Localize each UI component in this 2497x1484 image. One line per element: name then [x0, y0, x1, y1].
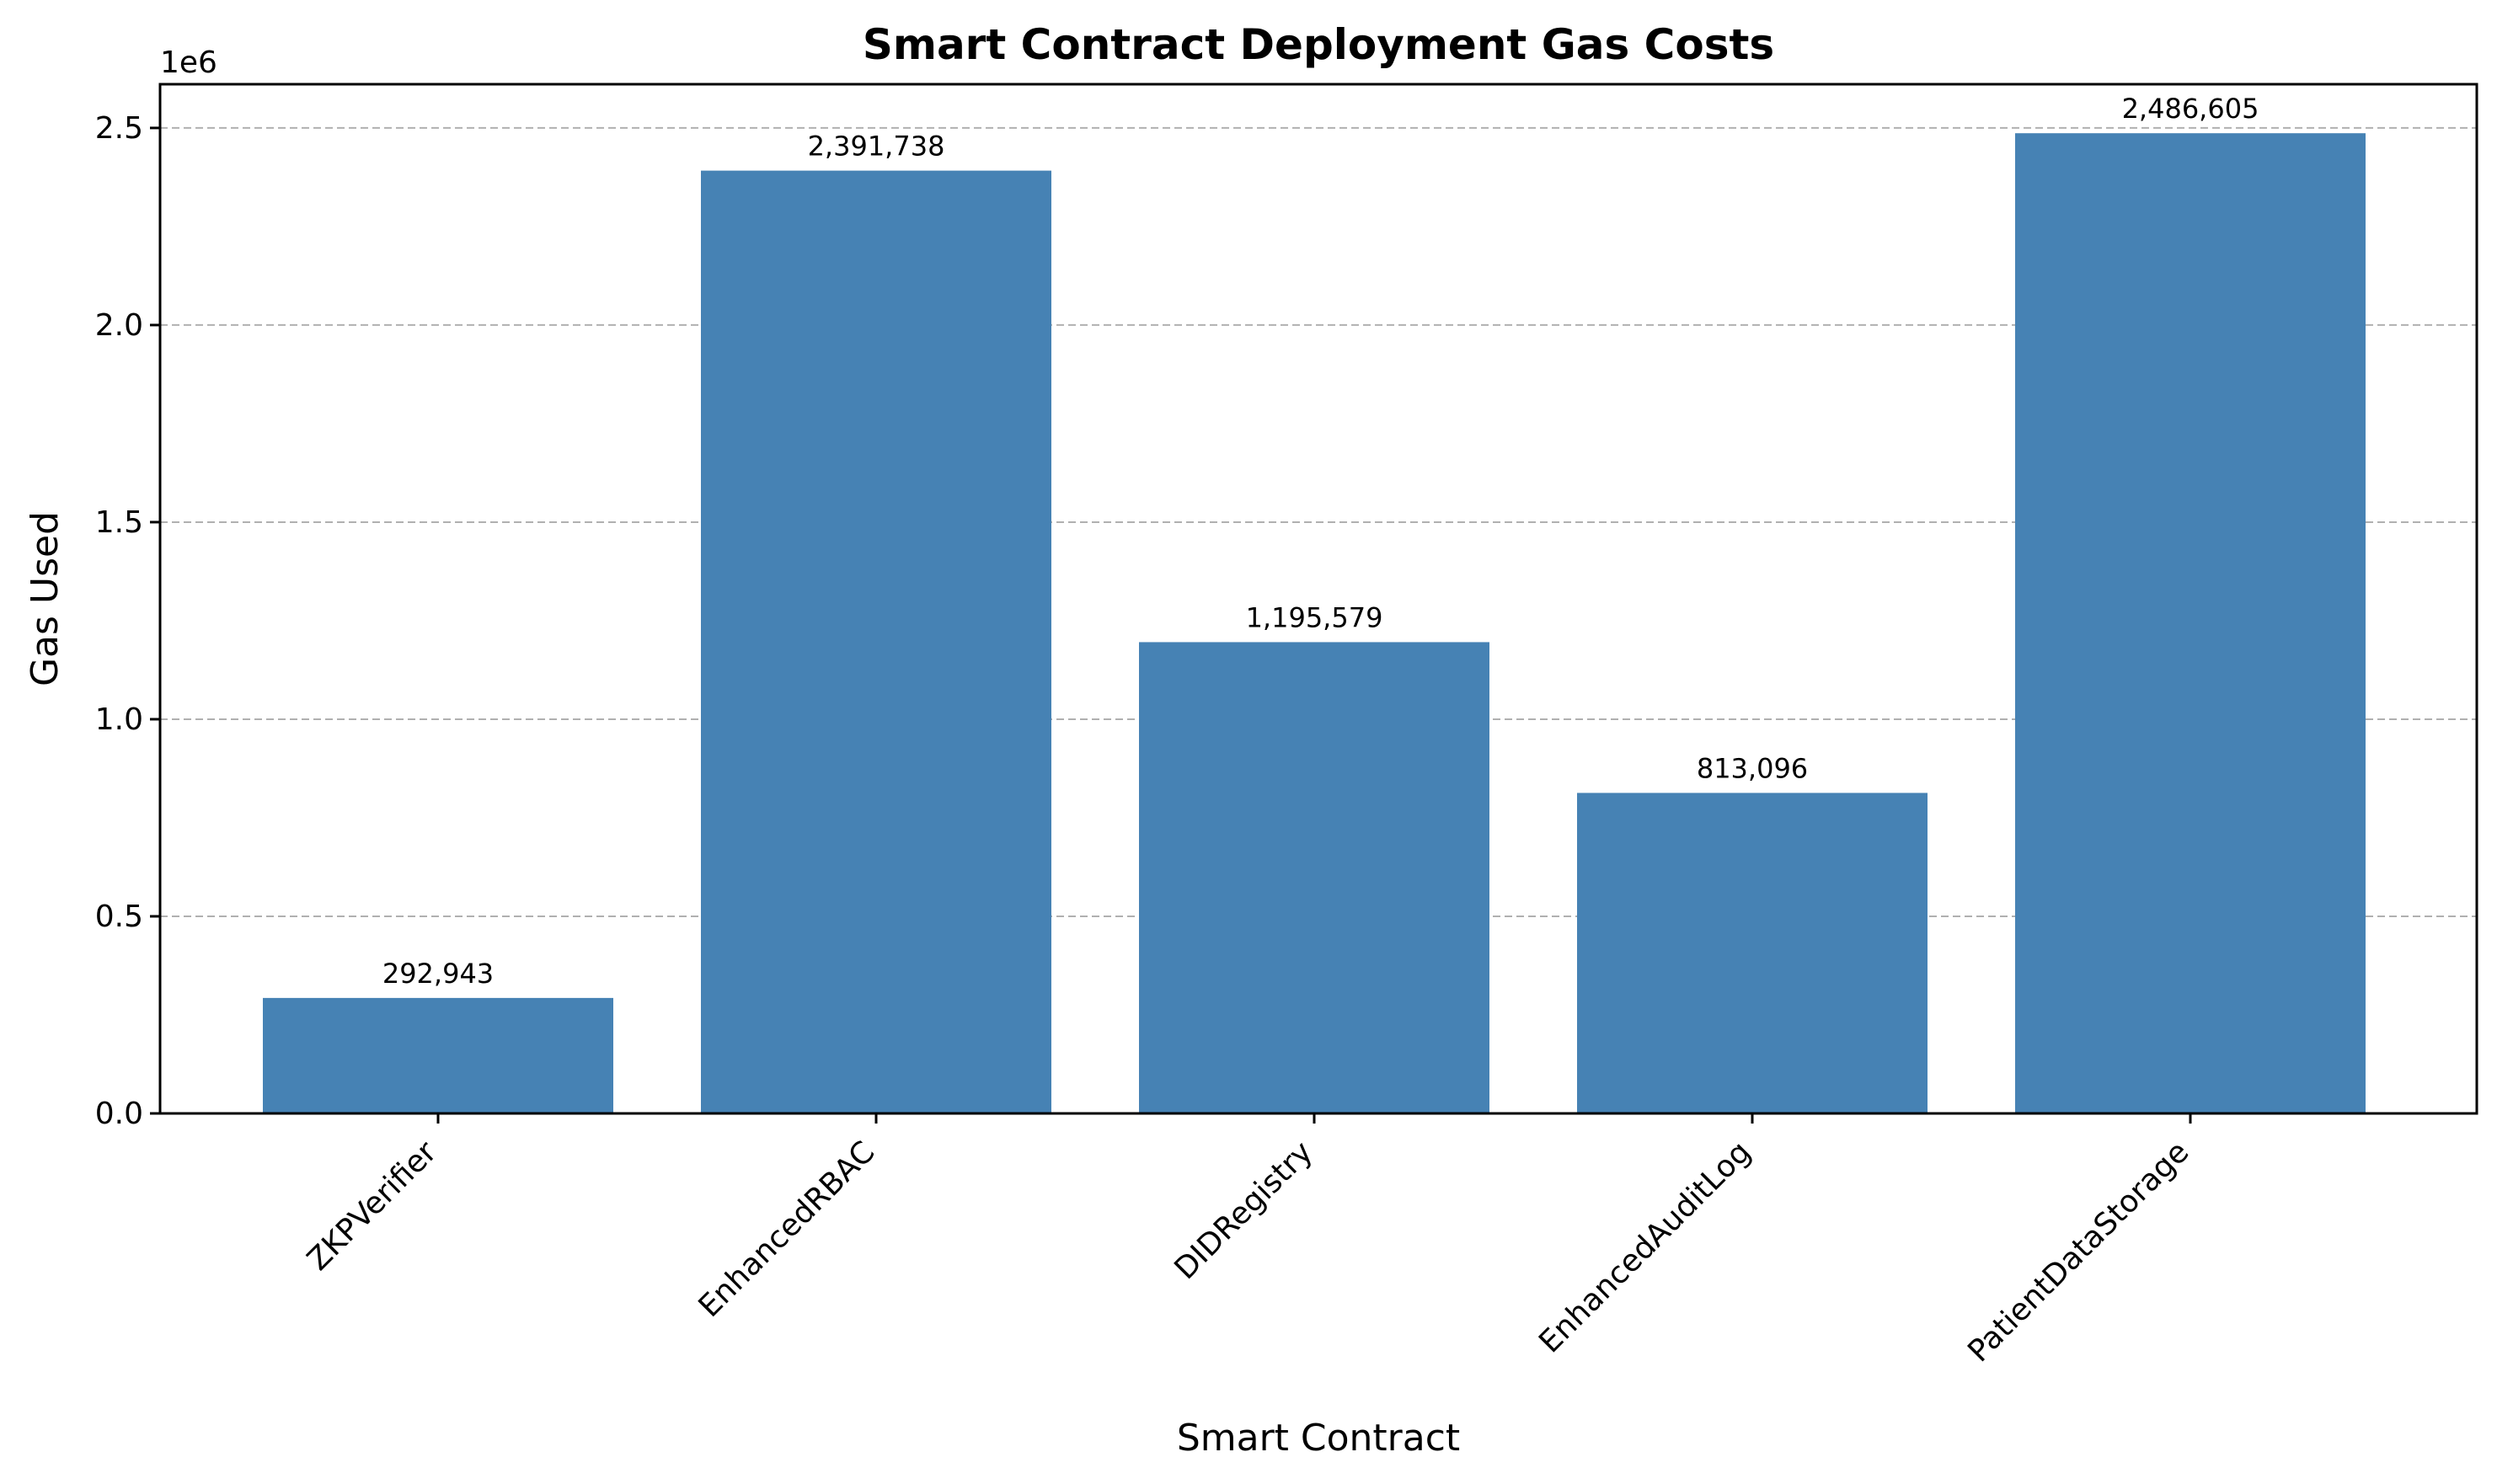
y-tick-label: 1.5 — [95, 505, 143, 540]
bar-DIDRegistry — [1139, 642, 1489, 1113]
y-tick-label: 1.0 — [95, 702, 143, 737]
y-tick-label: 0.0 — [95, 1097, 143, 1131]
bar-PatientDataStorage — [2015, 133, 2366, 1113]
y-tick-label: 2.5 — [95, 111, 143, 146]
x-axis-label: Smart Contract — [1177, 1417, 1460, 1460]
bar-EnhancedAuditLog — [1577, 793, 1928, 1113]
bar-value-label: 1,195,579 — [1246, 601, 1383, 633]
bar-value-label: 292,943 — [382, 958, 494, 990]
bar-ZKPVerifier — [263, 997, 613, 1113]
bar-EnhancedRBAC — [701, 170, 1051, 1114]
bars — [263, 133, 2366, 1114]
bar-value-label: 2,391,738 — [808, 131, 945, 163]
y-tick-label: 0.5 — [95, 899, 143, 934]
y-scale-offset-label: 1e6 — [160, 45, 217, 80]
chart-title: Smart Contract Deployment Gas Costs — [863, 20, 1774, 69]
data-labels: 292,943 2,391,738 1,195,579 813,096 2,486,60… — [382, 93, 2259, 990]
y-axis-label: Gas Used — [24, 511, 67, 686]
plot-frame — [158, 83, 2478, 1115]
bar-value-label: 2,486,605 — [2122, 93, 2259, 125]
y-axis-ticks: 0.0 0.5 1.0 1.5 2.0 2.5 — [95, 111, 160, 1131]
bar-value-label: 813,096 — [1697, 752, 1808, 784]
y-tick-label: 2.0 — [95, 308, 143, 343]
